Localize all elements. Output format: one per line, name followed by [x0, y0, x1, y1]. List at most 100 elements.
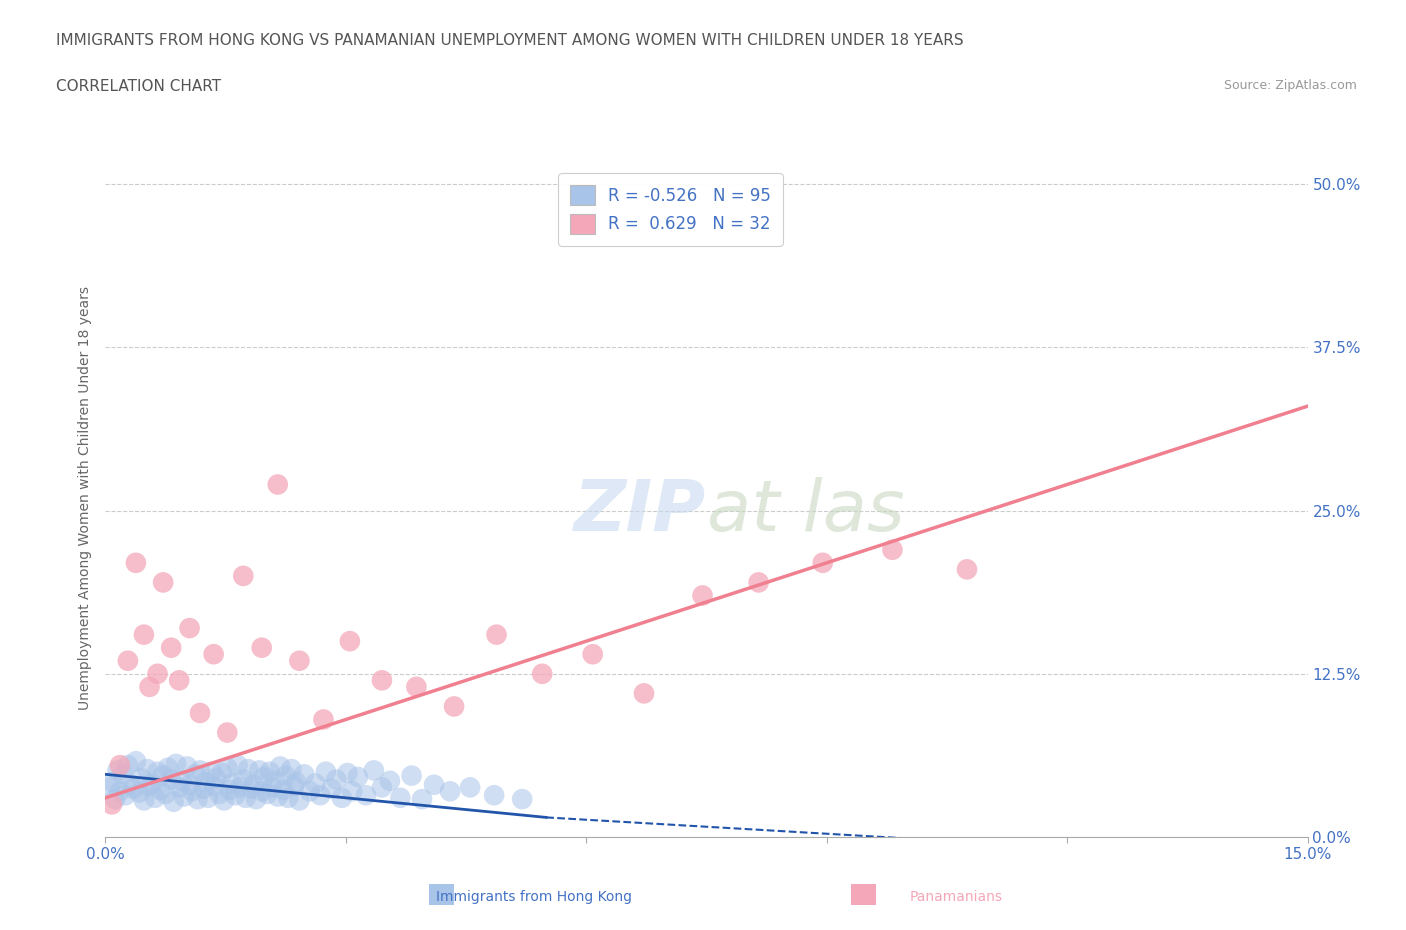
Point [141, 776, 163, 790]
Point [363, 763, 385, 777]
Point [242, 777, 264, 792]
Point [405, 680, 427, 695]
Point [107, 763, 129, 777]
Point [811, 555, 834, 570]
Point [956, 562, 979, 577]
Point [136, 762, 159, 777]
Point [143, 790, 166, 805]
Legend: R = -0.526   N = 95, R =  0.629   N = 32: R = -0.526 N = 95, R = 0.629 N = 32 [558, 173, 783, 246]
Text: CORRELATION CHART: CORRELATION CHART [56, 79, 221, 94]
Point [125, 754, 148, 769]
Point [309, 788, 332, 803]
Point [232, 772, 254, 787]
Point [160, 772, 183, 787]
Point [170, 774, 193, 789]
Point [138, 680, 160, 695]
Point [160, 640, 183, 655]
Point [146, 764, 169, 779]
Point [259, 764, 281, 779]
Point [202, 646, 225, 661]
Point [138, 778, 160, 793]
Point [226, 758, 249, 773]
Point [132, 793, 155, 808]
Point [336, 765, 359, 780]
Point [117, 653, 139, 668]
Point [389, 790, 412, 805]
Point [188, 706, 211, 721]
Point [181, 784, 204, 799]
Point [882, 542, 904, 557]
Point [748, 575, 770, 590]
Point [371, 673, 394, 688]
Text: Panamanians: Panamanians [910, 890, 1002, 905]
Point [217, 725, 239, 740]
Point [212, 793, 235, 808]
Point [211, 765, 233, 780]
Point [156, 761, 179, 776]
Point [232, 568, 254, 583]
Point [692, 588, 714, 603]
Point [321, 781, 343, 796]
Point [342, 784, 364, 799]
Point [184, 767, 207, 782]
Point [280, 762, 302, 777]
Text: at las: at las [707, 477, 904, 546]
Point [315, 764, 337, 779]
Point [173, 789, 195, 804]
Point [439, 784, 461, 799]
Point [217, 761, 239, 776]
Point [208, 787, 231, 802]
Point [269, 759, 291, 774]
Point [108, 758, 131, 773]
Point [205, 771, 228, 786]
Point [458, 780, 481, 795]
Point [235, 790, 257, 805]
Point [443, 699, 465, 714]
Point [330, 790, 353, 805]
Point [218, 782, 240, 797]
Point [162, 794, 184, 809]
Point [253, 769, 276, 784]
Point [371, 780, 394, 795]
Point [125, 555, 148, 570]
Point [304, 776, 326, 790]
Point [114, 788, 136, 803]
Point [423, 777, 446, 792]
Point [482, 788, 505, 803]
Point [273, 782, 295, 797]
Point [120, 777, 142, 792]
Point [112, 767, 135, 782]
Point [292, 767, 315, 782]
Point [155, 787, 177, 802]
Point [104, 791, 127, 806]
Point [285, 775, 308, 790]
Point [401, 768, 423, 783]
Point [274, 768, 297, 783]
Point [245, 791, 267, 806]
Point [298, 784, 321, 799]
Point [378, 774, 401, 789]
Y-axis label: Unemployment Among Women with Children Under 18 years: Unemployment Among Women with Children U… [79, 286, 93, 710]
Point [117, 758, 139, 773]
Text: ZIP: ZIP [574, 477, 707, 546]
Point [176, 759, 198, 774]
Point [510, 791, 533, 806]
Text: Immigrants from Hong Kong: Immigrants from Hong Kong [436, 890, 633, 905]
Point [236, 762, 259, 777]
Point [167, 780, 190, 795]
Point [288, 653, 311, 668]
Point [187, 791, 209, 806]
Point [288, 793, 311, 808]
Point [277, 790, 299, 805]
Point [240, 781, 263, 796]
Text: IMMIGRANTS FROM HONG KONG VS PANAMANIAN UNEMPLOYMENT AMONG WOMEN WITH CHILDREN U: IMMIGRANTS FROM HONG KONG VS PANAMANIAN … [56, 33, 965, 47]
Point [633, 686, 655, 701]
Point [485, 627, 508, 642]
Point [149, 782, 172, 797]
Point [247, 763, 270, 777]
Point [152, 768, 174, 783]
Point [250, 640, 273, 655]
Point [262, 780, 284, 795]
Point [229, 780, 252, 795]
Point [200, 764, 222, 779]
